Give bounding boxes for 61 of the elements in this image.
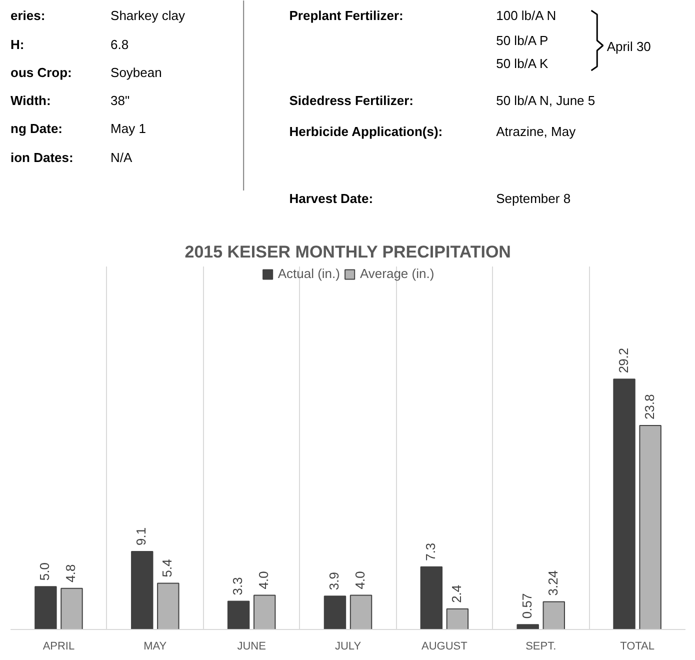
data-label: 3.24 bbox=[545, 570, 560, 596]
x-tick-label: AUGUST bbox=[422, 640, 468, 652]
bar bbox=[350, 594, 372, 630]
data-label: 2.4 bbox=[448, 584, 464, 603]
data-label: 7.3 bbox=[422, 542, 438, 561]
legend-label: Actual (in.) bbox=[278, 266, 340, 281]
text: 50 lb/A P bbox=[496, 33, 548, 48]
x-tick-label: JULY bbox=[334, 640, 362, 652]
x-tick-label: APRIL bbox=[42, 640, 75, 652]
data-label: 4.0 bbox=[352, 571, 368, 590]
text: 100 lb/A N bbox=[496, 8, 556, 23]
x-tick-label: MAY bbox=[144, 640, 168, 652]
text: April 30 bbox=[606, 39, 651, 54]
text: H: bbox=[10, 37, 24, 52]
chart-title: 2015 KEISER MONTHLY PRECIPITATION bbox=[184, 242, 511, 262]
legend-label: Average (in.) bbox=[360, 266, 434, 281]
bar bbox=[131, 550, 154, 630]
bar bbox=[227, 600, 250, 630]
data-label: 0.57 bbox=[519, 593, 534, 619]
text: September 8 bbox=[496, 191, 571, 206]
bar bbox=[516, 624, 539, 630]
text: May 1 bbox=[110, 121, 146, 136]
data-label: 4.8 bbox=[63, 564, 78, 582]
text: Herbicide Application(s): bbox=[289, 124, 443, 139]
text: Sharkey clay bbox=[110, 8, 186, 23]
data-label: 23.8 bbox=[642, 394, 657, 420]
bar bbox=[542, 601, 565, 630]
bar bbox=[253, 594, 276, 630]
data-label: 29.2 bbox=[616, 348, 631, 374]
text: ng Date: bbox=[10, 121, 62, 136]
text: 50 lb/A K bbox=[496, 56, 548, 71]
data-label: 3.9 bbox=[326, 572, 342, 590]
bar bbox=[613, 378, 636, 630]
text: N/A bbox=[110, 150, 133, 165]
bar bbox=[420, 566, 443, 630]
data-label: 4.0 bbox=[256, 571, 272, 590]
x-tick-label: TOTAL bbox=[620, 640, 655, 652]
text: ion Dates: bbox=[10, 150, 74, 165]
text: 50 lb/A N, June 5 bbox=[496, 93, 596, 108]
text: 6.8 bbox=[110, 37, 129, 52]
text: Atrazine, May bbox=[496, 124, 576, 139]
bar bbox=[446, 608, 469, 630]
bar bbox=[639, 424, 662, 630]
text: Sidedress Fertilizer: bbox=[289, 93, 414, 108]
bar bbox=[34, 586, 57, 630]
text: Width: bbox=[10, 93, 51, 108]
text: Preplant Fertilizer: bbox=[289, 8, 404, 23]
text: 38" bbox=[110, 93, 130, 108]
bar bbox=[324, 596, 346, 630]
x-tick-label: JUNE bbox=[237, 640, 266, 652]
data-label: 9.1 bbox=[134, 527, 149, 546]
text: Harvest Date: bbox=[289, 191, 374, 206]
text: eries: bbox=[10, 8, 46, 23]
x-tick-label: SEPT. bbox=[526, 640, 556, 652]
bar bbox=[157, 582, 180, 630]
bar bbox=[60, 588, 83, 630]
data-label: 3.3 bbox=[230, 577, 246, 596]
text: Soybean bbox=[110, 65, 162, 80]
data-label: 5.0 bbox=[37, 562, 52, 581]
data-label: 5.4 bbox=[160, 559, 175, 578]
text: ous Crop: bbox=[10, 65, 72, 80]
